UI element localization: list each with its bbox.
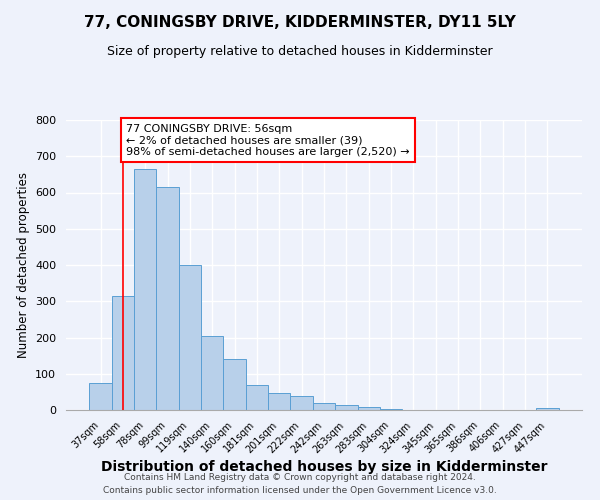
Bar — [536, 408, 559, 410]
Y-axis label: Number of detached properties: Number of detached properties — [17, 172, 29, 358]
Bar — [134, 169, 157, 410]
Bar — [223, 359, 246, 410]
X-axis label: Distribution of detached houses by size in Kidderminster: Distribution of detached houses by size … — [101, 460, 547, 474]
Text: 77, CONINGSBY DRIVE, KIDDERMINSTER, DY11 5LY: 77, CONINGSBY DRIVE, KIDDERMINSTER, DY11… — [84, 15, 516, 30]
Text: 77 CONINGSBY DRIVE: 56sqm
← 2% of detached houses are smaller (39)
98% of semi-d: 77 CONINGSBY DRIVE: 56sqm ← 2% of detach… — [127, 124, 410, 157]
Bar — [268, 393, 290, 410]
Bar — [179, 265, 201, 410]
Bar — [112, 296, 134, 410]
Bar — [89, 383, 112, 410]
Bar — [201, 336, 223, 410]
Bar — [335, 404, 358, 410]
Text: Contains HM Land Registry data © Crown copyright and database right 2024.
Contai: Contains HM Land Registry data © Crown c… — [103, 473, 497, 495]
Bar — [358, 407, 380, 410]
Bar — [246, 384, 268, 410]
Bar — [157, 187, 179, 410]
Bar — [290, 396, 313, 410]
Bar — [313, 403, 335, 410]
Text: Size of property relative to detached houses in Kidderminster: Size of property relative to detached ho… — [107, 45, 493, 58]
